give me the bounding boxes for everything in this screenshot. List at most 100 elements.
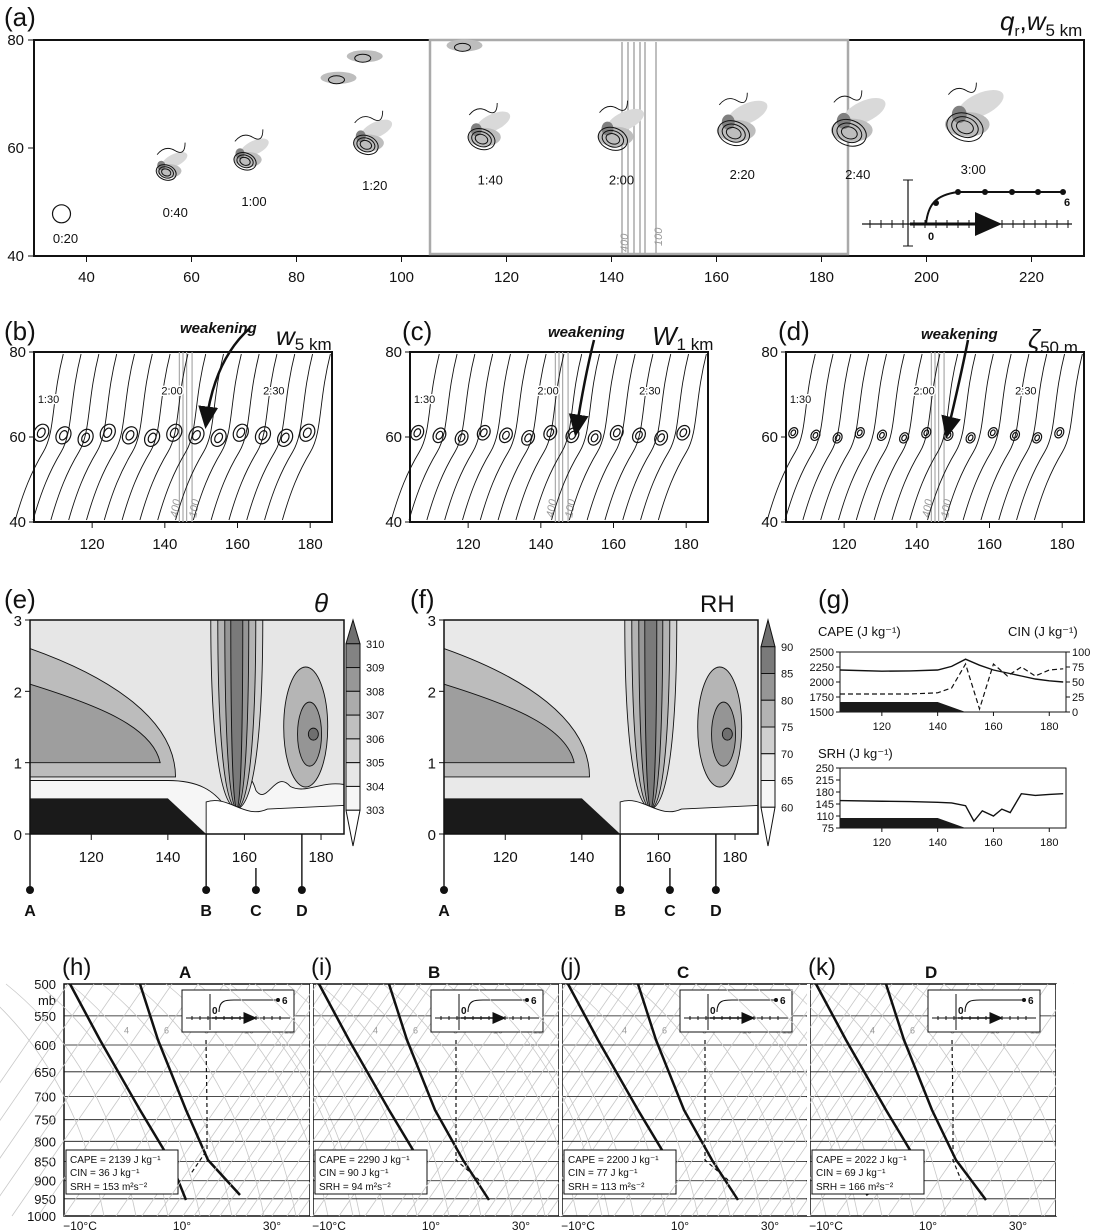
hodo-label-0: 0 — [710, 1006, 716, 1017]
storm-contour — [413, 428, 422, 438]
updraft-contour — [831, 118, 867, 147]
rain-shade — [320, 71, 357, 84]
point-label: A — [24, 903, 36, 920]
y-tick-label: 2 — [428, 684, 436, 701]
panel-d-label: (d) — [778, 316, 810, 346]
colorbar-swatch — [345, 643, 361, 669]
pressure-label: 650 — [34, 1065, 56, 1080]
time-label: 0:40 — [163, 205, 188, 220]
isotherm — [913, 983, 1075, 1217]
rain-core — [355, 130, 366, 143]
sounding-panel-label: (k) — [808, 954, 836, 981]
panel-gap — [559, 984, 562, 1216]
isochrone — [586, 353, 636, 521]
y-tick-label: 1 — [428, 756, 436, 773]
rain-shade — [446, 39, 483, 52]
colorbar-cap — [345, 809, 361, 847]
line-label-400-a: 400 — [619, 233, 631, 252]
y-tick-label: 40 — [9, 514, 26, 531]
updraft-contour — [158, 166, 174, 179]
x-tick-label-a: 140 — [599, 269, 624, 286]
point-label: B — [200, 903, 212, 920]
sounding-panel-label: (i) — [311, 954, 332, 981]
mixing-ratio-label: 6 — [662, 1026, 667, 1036]
line-label-400: 400 — [169, 497, 184, 518]
mixing-ratio-label: 4 — [373, 1026, 378, 1036]
colorbar-swatch — [760, 780, 776, 808]
srh-tick-label: 145 — [816, 799, 834, 811]
isotherm — [457, 983, 619, 1217]
storm-contour — [435, 430, 444, 440]
y-tick-label: 40 — [761, 514, 778, 531]
storm-contour — [103, 427, 113, 439]
time-label: 2:00 — [161, 386, 182, 398]
isotherm — [37, 983, 199, 1217]
contour-fragment — [468, 102, 498, 116]
updraft-contour — [946, 112, 984, 142]
storm-contour — [498, 427, 513, 444]
temperature-tick-label: 10° — [422, 1219, 440, 1232]
rain-shade — [360, 119, 393, 140]
stats-box — [563, 1149, 677, 1195]
mixing-ratio-label: 6 — [413, 1026, 418, 1036]
panel-e-label: (e) — [4, 584, 36, 614]
mixing-ratio-label: 6 — [164, 1026, 169, 1036]
storm-contour — [232, 423, 249, 442]
isochrone — [873, 353, 923, 521]
hodo-point — [1060, 189, 1066, 195]
colorbar-cap — [345, 618, 361, 645]
storm-contour — [214, 432, 224, 444]
storm-contour — [1056, 429, 1063, 437]
isochrone — [766, 353, 816, 521]
isochrone — [68, 353, 118, 521]
weakening-note-b: weakening — [180, 320, 257, 337]
colorbar-label: 303 — [366, 805, 384, 817]
cin-tick-label: 50 — [1072, 677, 1084, 689]
srh-value: SRH = 153 m²s⁻² — [70, 1182, 148, 1193]
mixing-ratio-label: 4 — [870, 1026, 875, 1036]
isochrone — [50, 353, 100, 521]
rain-shade — [842, 98, 886, 126]
updraft-contour — [840, 126, 858, 140]
updraft-contour — [836, 122, 863, 144]
storm-cells-a — [51, 39, 1004, 224]
x-tick-label: 120 — [493, 849, 518, 866]
time-label: 3:00 — [961, 162, 986, 177]
isotherm — [416, 983, 578, 1217]
hodo-label-6: 6 — [282, 996, 288, 1007]
isotherm — [679, 983, 841, 1217]
storm-contour — [898, 432, 910, 444]
time-label: 2:00 — [609, 173, 634, 188]
cape-tick-label: 1750 — [810, 692, 834, 704]
srh-value: SRH = 113 m²s⁻² — [568, 1182, 645, 1193]
storm-contour — [476, 424, 491, 441]
contour-fragment — [948, 82, 977, 95]
storm-contour — [457, 433, 466, 443]
storm-contour — [1054, 427, 1065, 439]
storm-contour — [121, 426, 139, 445]
x-tick-label: 180 — [298, 536, 323, 553]
cape-value: CAPE = 2139 J kg⁻¹ — [70, 1155, 161, 1166]
storm-contour — [299, 423, 316, 442]
contour-fragment — [718, 92, 748, 106]
colorbar-label: 304 — [366, 781, 384, 793]
x-tick-label: 160 — [984, 837, 1002, 849]
isotherm — [1017, 1105, 1094, 1217]
srh-tick-label: 250 — [816, 763, 834, 775]
isochrone — [408, 353, 458, 521]
storm-contour — [479, 428, 488, 438]
time-label: 2:20 — [730, 167, 755, 182]
time-label: 1:20 — [362, 178, 387, 193]
colorbar-label: 309 — [366, 663, 384, 675]
updraft-contour — [474, 133, 489, 145]
isochrone — [103, 353, 153, 521]
storm-contour — [788, 427, 799, 439]
colorbar-swatch — [760, 646, 776, 674]
colorbar-label: 310 — [366, 639, 384, 651]
reference-lines-a — [621, 42, 657, 254]
colorbar-cap — [760, 618, 776, 648]
colorbar-label: 70 — [781, 749, 793, 761]
storm-contour — [302, 427, 312, 439]
temperature-tick-label: 30° — [1009, 1219, 1027, 1232]
dry-adiabat — [350, 983, 482, 1217]
